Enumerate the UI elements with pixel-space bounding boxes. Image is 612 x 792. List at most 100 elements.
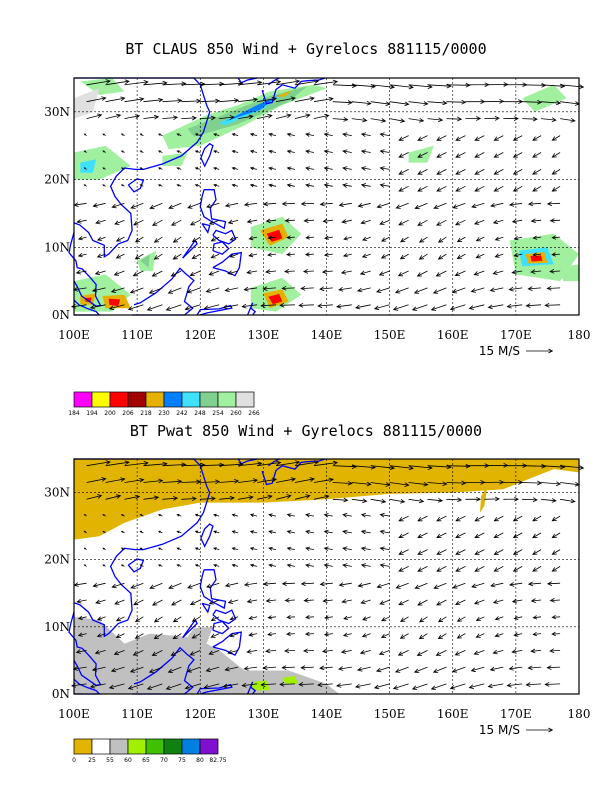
wind-vector — [332, 100, 353, 105]
wind-vector — [432, 666, 447, 673]
wind-vector — [249, 530, 258, 534]
wind-vector — [257, 460, 282, 467]
wind-vector — [231, 133, 239, 137]
wind-vector — [551, 135, 561, 141]
wind-vector — [473, 270, 485, 276]
wind-vector — [303, 218, 314, 223]
wind-vector — [490, 202, 504, 208]
wind-vector — [378, 270, 390, 276]
wind-vector — [503, 496, 519, 502]
wind-vector — [551, 549, 561, 555]
wind-vector — [213, 167, 220, 170]
wind-vector — [246, 649, 258, 654]
wind-vector — [246, 598, 258, 604]
wind-vector — [265, 269, 277, 274]
wind-vector — [398, 515, 409, 522]
wind-vector — [194, 184, 201, 187]
wind-vector — [139, 547, 144, 550]
wind-vector — [83, 184, 87, 187]
wind-vector — [151, 650, 163, 656]
wind-vector — [257, 96, 278, 103]
wind-vector — [336, 683, 352, 688]
lon-tick-label: 160E — [437, 328, 469, 342]
wind-vector — [213, 564, 220, 568]
wind-vector — [392, 683, 409, 690]
wind-vector — [332, 117, 349, 122]
wind-vector — [162, 496, 179, 501]
wind-vector — [489, 666, 504, 672]
field-region — [268, 294, 283, 305]
wind-vector — [213, 150, 220, 154]
wind-vector — [512, 135, 523, 141]
wind-vector — [532, 566, 542, 572]
wind-vector — [257, 477, 278, 483]
colorbar-swatch — [73, 738, 93, 755]
wind-vector — [417, 185, 428, 192]
wind-vector — [394, 666, 409, 673]
wind-vector — [227, 649, 239, 655]
wind-vector — [120, 133, 125, 136]
map-panel-2: 30N 20N 10N 0N 100E 110E 120E 130E 140E 150E 160E 1… — [44, 458, 590, 737]
wind-vector — [493, 135, 504, 141]
wind-vector — [392, 304, 409, 311]
field-region — [560, 264, 579, 282]
wind-vector — [454, 650, 466, 656]
wind-vector — [168, 202, 182, 209]
wind-vector — [267, 252, 277, 257]
wind-vector — [92, 202, 106, 208]
wind-vector — [484, 99, 505, 104]
wind-vector — [238, 114, 254, 120]
wind-vector — [532, 252, 542, 257]
wind-vector — [283, 269, 295, 274]
wind-vector — [152, 219, 163, 226]
wind-vector — [281, 201, 295, 207]
wind-vector — [526, 348, 554, 354]
wind-vector — [452, 202, 466, 209]
wind-vector — [124, 80, 149, 86]
colorbar-label: 184 — [68, 410, 80, 417]
lon-tick-label: 100E — [58, 707, 90, 721]
wind-vector — [189, 650, 201, 656]
wind-vector — [158, 150, 163, 153]
wind-vector — [379, 546, 390, 552]
colorbar-label: 82.75 — [209, 757, 226, 764]
wind-vector — [77, 252, 87, 258]
wind-vector — [139, 150, 144, 153]
wind-vector — [224, 287, 239, 293]
colorbar-2: 0 25 55 60 65 70 75 80 82.75 — [72, 738, 227, 764]
wind-vector — [134, 616, 144, 622]
wind-vector — [432, 287, 447, 294]
wind-vector — [332, 480, 353, 486]
wind-vector — [134, 253, 144, 260]
wind-vector — [475, 616, 485, 621]
wind-vector — [313, 79, 339, 86]
wind-vector — [162, 98, 183, 104]
wind-vector — [224, 582, 239, 588]
wind-vector — [143, 97, 164, 103]
wind-vector — [181, 115, 197, 121]
lon-tick-label: 120E — [184, 328, 216, 342]
wind-vector — [194, 564, 201, 567]
wind-vector — [208, 270, 220, 276]
wind-vector — [338, 582, 352, 587]
wind-vector — [487, 304, 504, 310]
wind-vector — [260, 682, 277, 688]
wind-vector — [83, 150, 87, 153]
wind-vector — [465, 496, 482, 502]
wind-vector — [418, 616, 428, 623]
wind-vector — [279, 302, 295, 308]
panel1-title: BT CLAUS 850 Wind + Gyrelocs 881115/0000 — [125, 40, 487, 58]
wind-vector — [530, 648, 542, 654]
wind-vector — [108, 683, 125, 690]
wind-vector — [210, 236, 220, 242]
wind-vector — [191, 616, 201, 622]
wind-vector — [323, 529, 333, 535]
wind-vector — [200, 462, 225, 468]
wind-vector — [532, 185, 542, 192]
wind-vector — [342, 529, 352, 535]
wind-vector — [454, 219, 466, 226]
coastline — [212, 251, 243, 277]
wind-vector — [265, 598, 277, 603]
colorbar-label: 230 — [158, 410, 170, 417]
wind-vector — [129, 287, 144, 294]
